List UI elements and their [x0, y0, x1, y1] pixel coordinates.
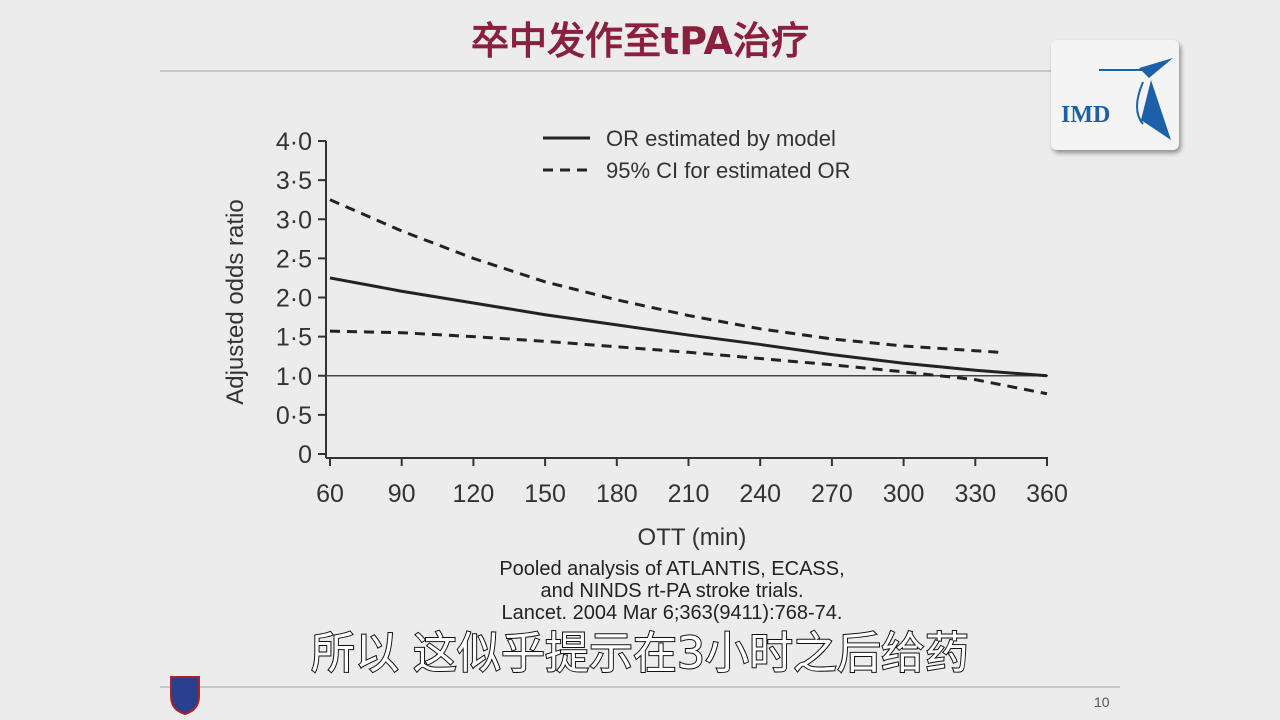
x-tick-label: 180	[596, 480, 638, 508]
y-tick-label: 0·5	[276, 402, 312, 430]
page-number: 10	[1094, 694, 1110, 710]
y-tick-label: 0	[298, 441, 312, 469]
x-tick-label: 300	[883, 480, 925, 508]
y-tick-label: 1·0	[276, 363, 312, 391]
x-tick-label: 270	[811, 480, 853, 508]
y-tick-label: 3·5	[276, 167, 312, 195]
or-model-line	[329, 276, 1048, 378]
divider	[160, 70, 1120, 72]
citation-line-2: and NINDS rt-PA stroke trials.	[540, 580, 804, 602]
x-tick-label: 330	[954, 480, 996, 508]
y-tick-label: 4·0	[276, 128, 312, 156]
x-tick-label: 210	[668, 480, 710, 508]
kingfisher-logo-icon: IMD	[1061, 58, 1173, 140]
ci-lower-line	[329, 329, 1048, 396]
x-tick-label: 90	[388, 480, 416, 508]
y-axis-label: Adjusted odds ratio	[222, 199, 249, 404]
svg-text:IMD: IMD	[1061, 102, 1110, 128]
legend-label: 95% CI for estimated OR	[606, 158, 851, 183]
citation-line-3: Lancet. 2004 Mar 6;363(9411):768-74.	[501, 602, 843, 624]
university-crest-icon	[170, 676, 200, 716]
x-tick-label: 150	[524, 480, 566, 508]
ci-upper-line	[329, 198, 1000, 354]
x-tick-label: 360	[1026, 480, 1068, 508]
y-tick-label: 1·5	[276, 324, 312, 352]
citation-line-1: Pooled analysis of ATLANTIS, ECASS,	[499, 558, 845, 580]
y-tick-label: 3·0	[276, 206, 312, 234]
divider	[160, 686, 1120, 688]
y-tick-label: 2·5	[276, 245, 312, 273]
y-tick-label: 2·0	[276, 285, 312, 313]
video-subtitle: 所以 这似乎提示在3小时之后给药	[310, 627, 970, 680]
x-axis-label: OTT (min)	[638, 524, 747, 551]
slide-title: 卒中发作至tPA治疗	[471, 19, 809, 63]
x-tick-label: 120	[453, 480, 495, 508]
x-tick-label: 240	[739, 480, 781, 508]
legend-label: OR estimated by model	[606, 126, 836, 151]
imd-logo: IMD	[1051, 40, 1179, 150]
x-tick-label: 60	[316, 480, 344, 508]
